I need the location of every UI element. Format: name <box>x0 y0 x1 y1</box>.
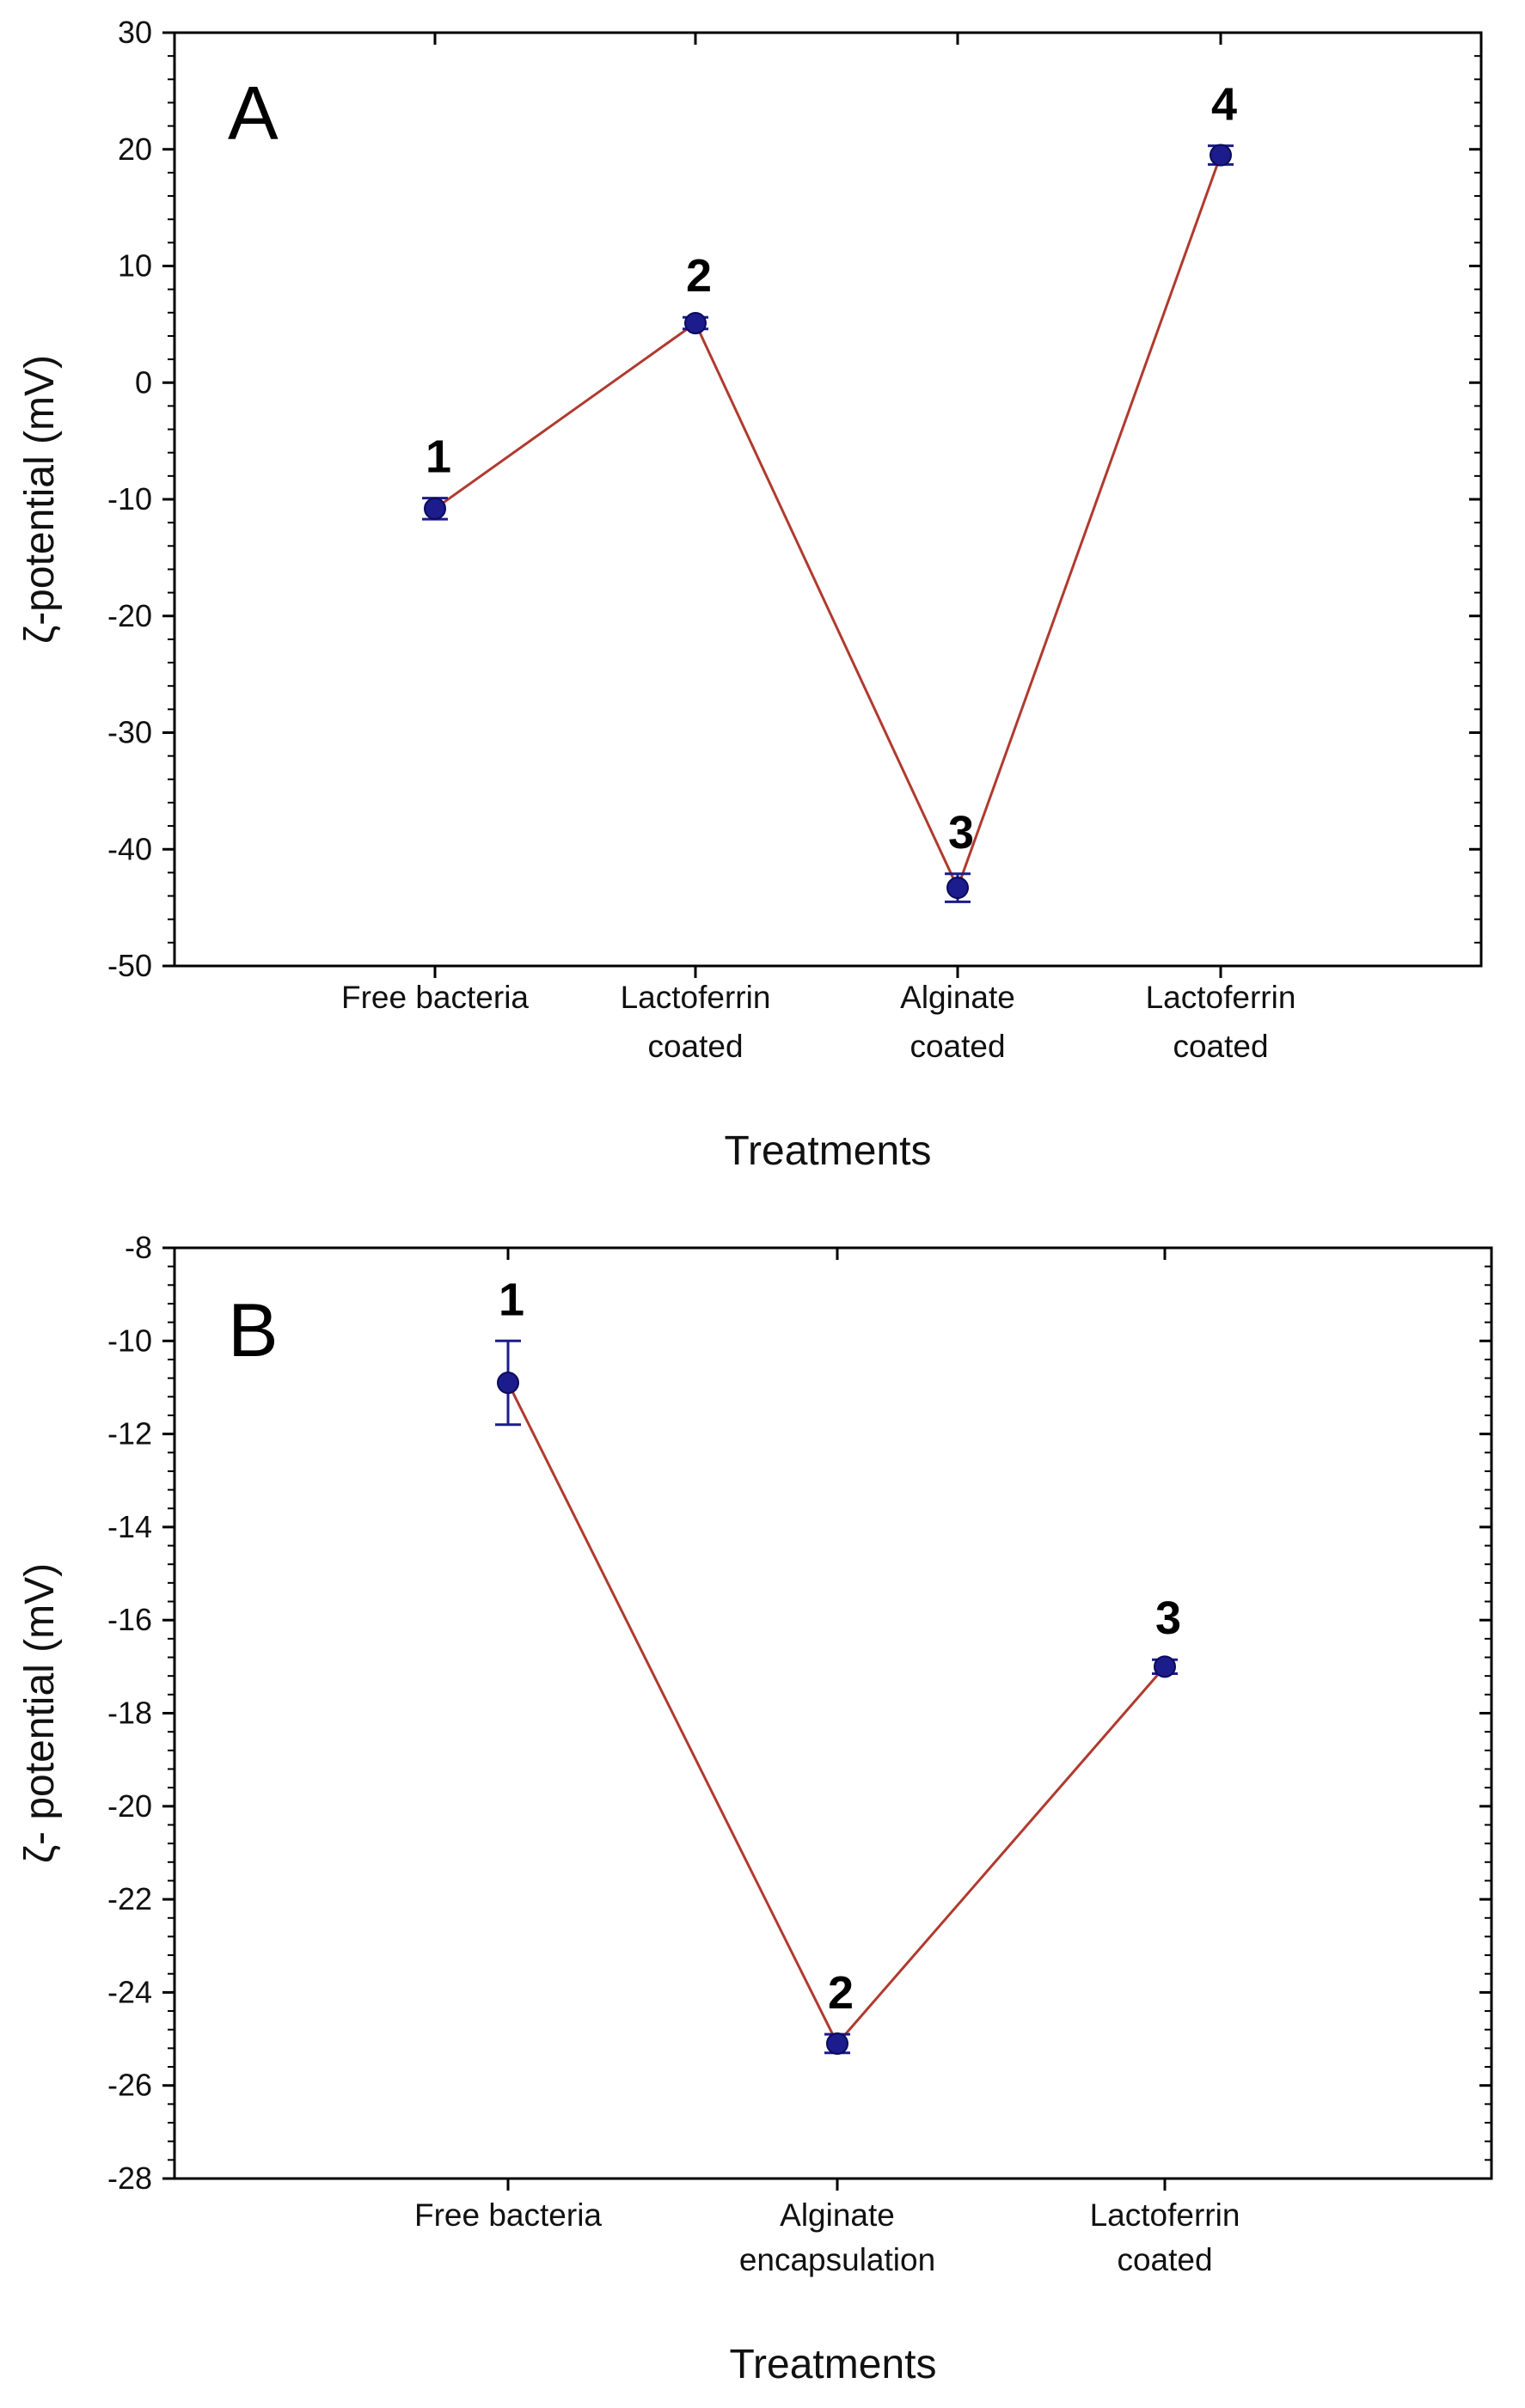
data-point <box>424 497 446 520</box>
y-tick-label: -26 <box>107 2068 152 2103</box>
data-point <box>826 2032 848 2055</box>
data-point <box>1154 1655 1176 1678</box>
x-category-label: encapsulation <box>739 2242 935 2277</box>
point-label: 2 <box>686 250 712 302</box>
x-category-label: coated <box>1173 1029 1268 1064</box>
x-category-label: coated <box>1117 2242 1212 2277</box>
y-tick-label: -12 <box>107 1416 152 1452</box>
panel-a: 30 20 10 0 -10 -20 -30 -40 -50 Free bacteria Lacto… <box>17 15 1483 1174</box>
x-axis-title: Treatments <box>730 2342 937 2387</box>
y-tick-label: 30 <box>118 15 152 50</box>
data-point <box>946 877 969 900</box>
series-line <box>506 1382 1167 2046</box>
y-tick-label: -24 <box>107 1974 152 2009</box>
point-label: 1 <box>499 1274 524 1325</box>
y-tick-label: -28 <box>107 2160 152 2196</box>
y-axis-title: ζ-potential (mV) <box>17 355 63 644</box>
y-tick-label: -30 <box>107 715 152 750</box>
x-category-label: coated <box>909 1029 1005 1064</box>
plot-frame <box>173 31 1483 968</box>
x-category-label: Lactoferrin <box>621 980 771 1015</box>
point-label: 3 <box>948 807 974 859</box>
y-tick-label: -20 <box>107 598 152 633</box>
data-point <box>684 312 707 335</box>
y-tick-label: -10 <box>107 1323 152 1358</box>
y-tick-label: 10 <box>118 248 152 284</box>
y-tick-label: 20 <box>118 131 152 167</box>
x-category-label: Lactoferrin <box>1146 980 1296 1015</box>
y-tick-label: -50 <box>107 948 152 983</box>
x-category-label: Lactoferrin <box>1090 2197 1240 2233</box>
x-category-label: Free bacteria <box>341 980 529 1015</box>
y-tick-label: -20 <box>107 1788 152 1824</box>
y-tick-label: -8 <box>125 1230 152 1265</box>
y-tick-label: -40 <box>107 831 152 866</box>
panel-label: A <box>228 70 279 156</box>
point-label: 2 <box>828 1967 854 2019</box>
y-tick-label: 0 <box>135 364 152 400</box>
y-axis-title: ζ- potential (mV) <box>17 1563 63 1863</box>
panel-b: -8 -10 -12 -14 -16 -18 -20 -22 -24 -26 -28 Free bac… <box>17 1230 1493 2387</box>
x-category-label: Alginate <box>900 980 1015 1015</box>
y-tick-label: -22 <box>107 1881 152 1916</box>
series-line <box>434 155 1222 891</box>
panel-label: B <box>228 1287 279 1372</box>
point-label: 1 <box>426 431 451 483</box>
y-tick-label: -16 <box>107 1602 152 1637</box>
y-tick-label: -14 <box>107 1509 152 1544</box>
point-label: 4 <box>1211 79 1237 131</box>
x-category-label: Alginate <box>780 2197 895 2233</box>
x-axis-title: Treatments <box>725 1128 932 1174</box>
point-label: 3 <box>1155 1592 1181 1644</box>
data-point <box>497 1372 519 1395</box>
x-category-label: Free bacteria <box>414 2197 602 2233</box>
y-tick-label: -10 <box>107 481 152 516</box>
x-category-label: coated <box>647 1029 743 1064</box>
y-tick-label: -18 <box>107 1696 152 1731</box>
data-point <box>1210 144 1232 167</box>
